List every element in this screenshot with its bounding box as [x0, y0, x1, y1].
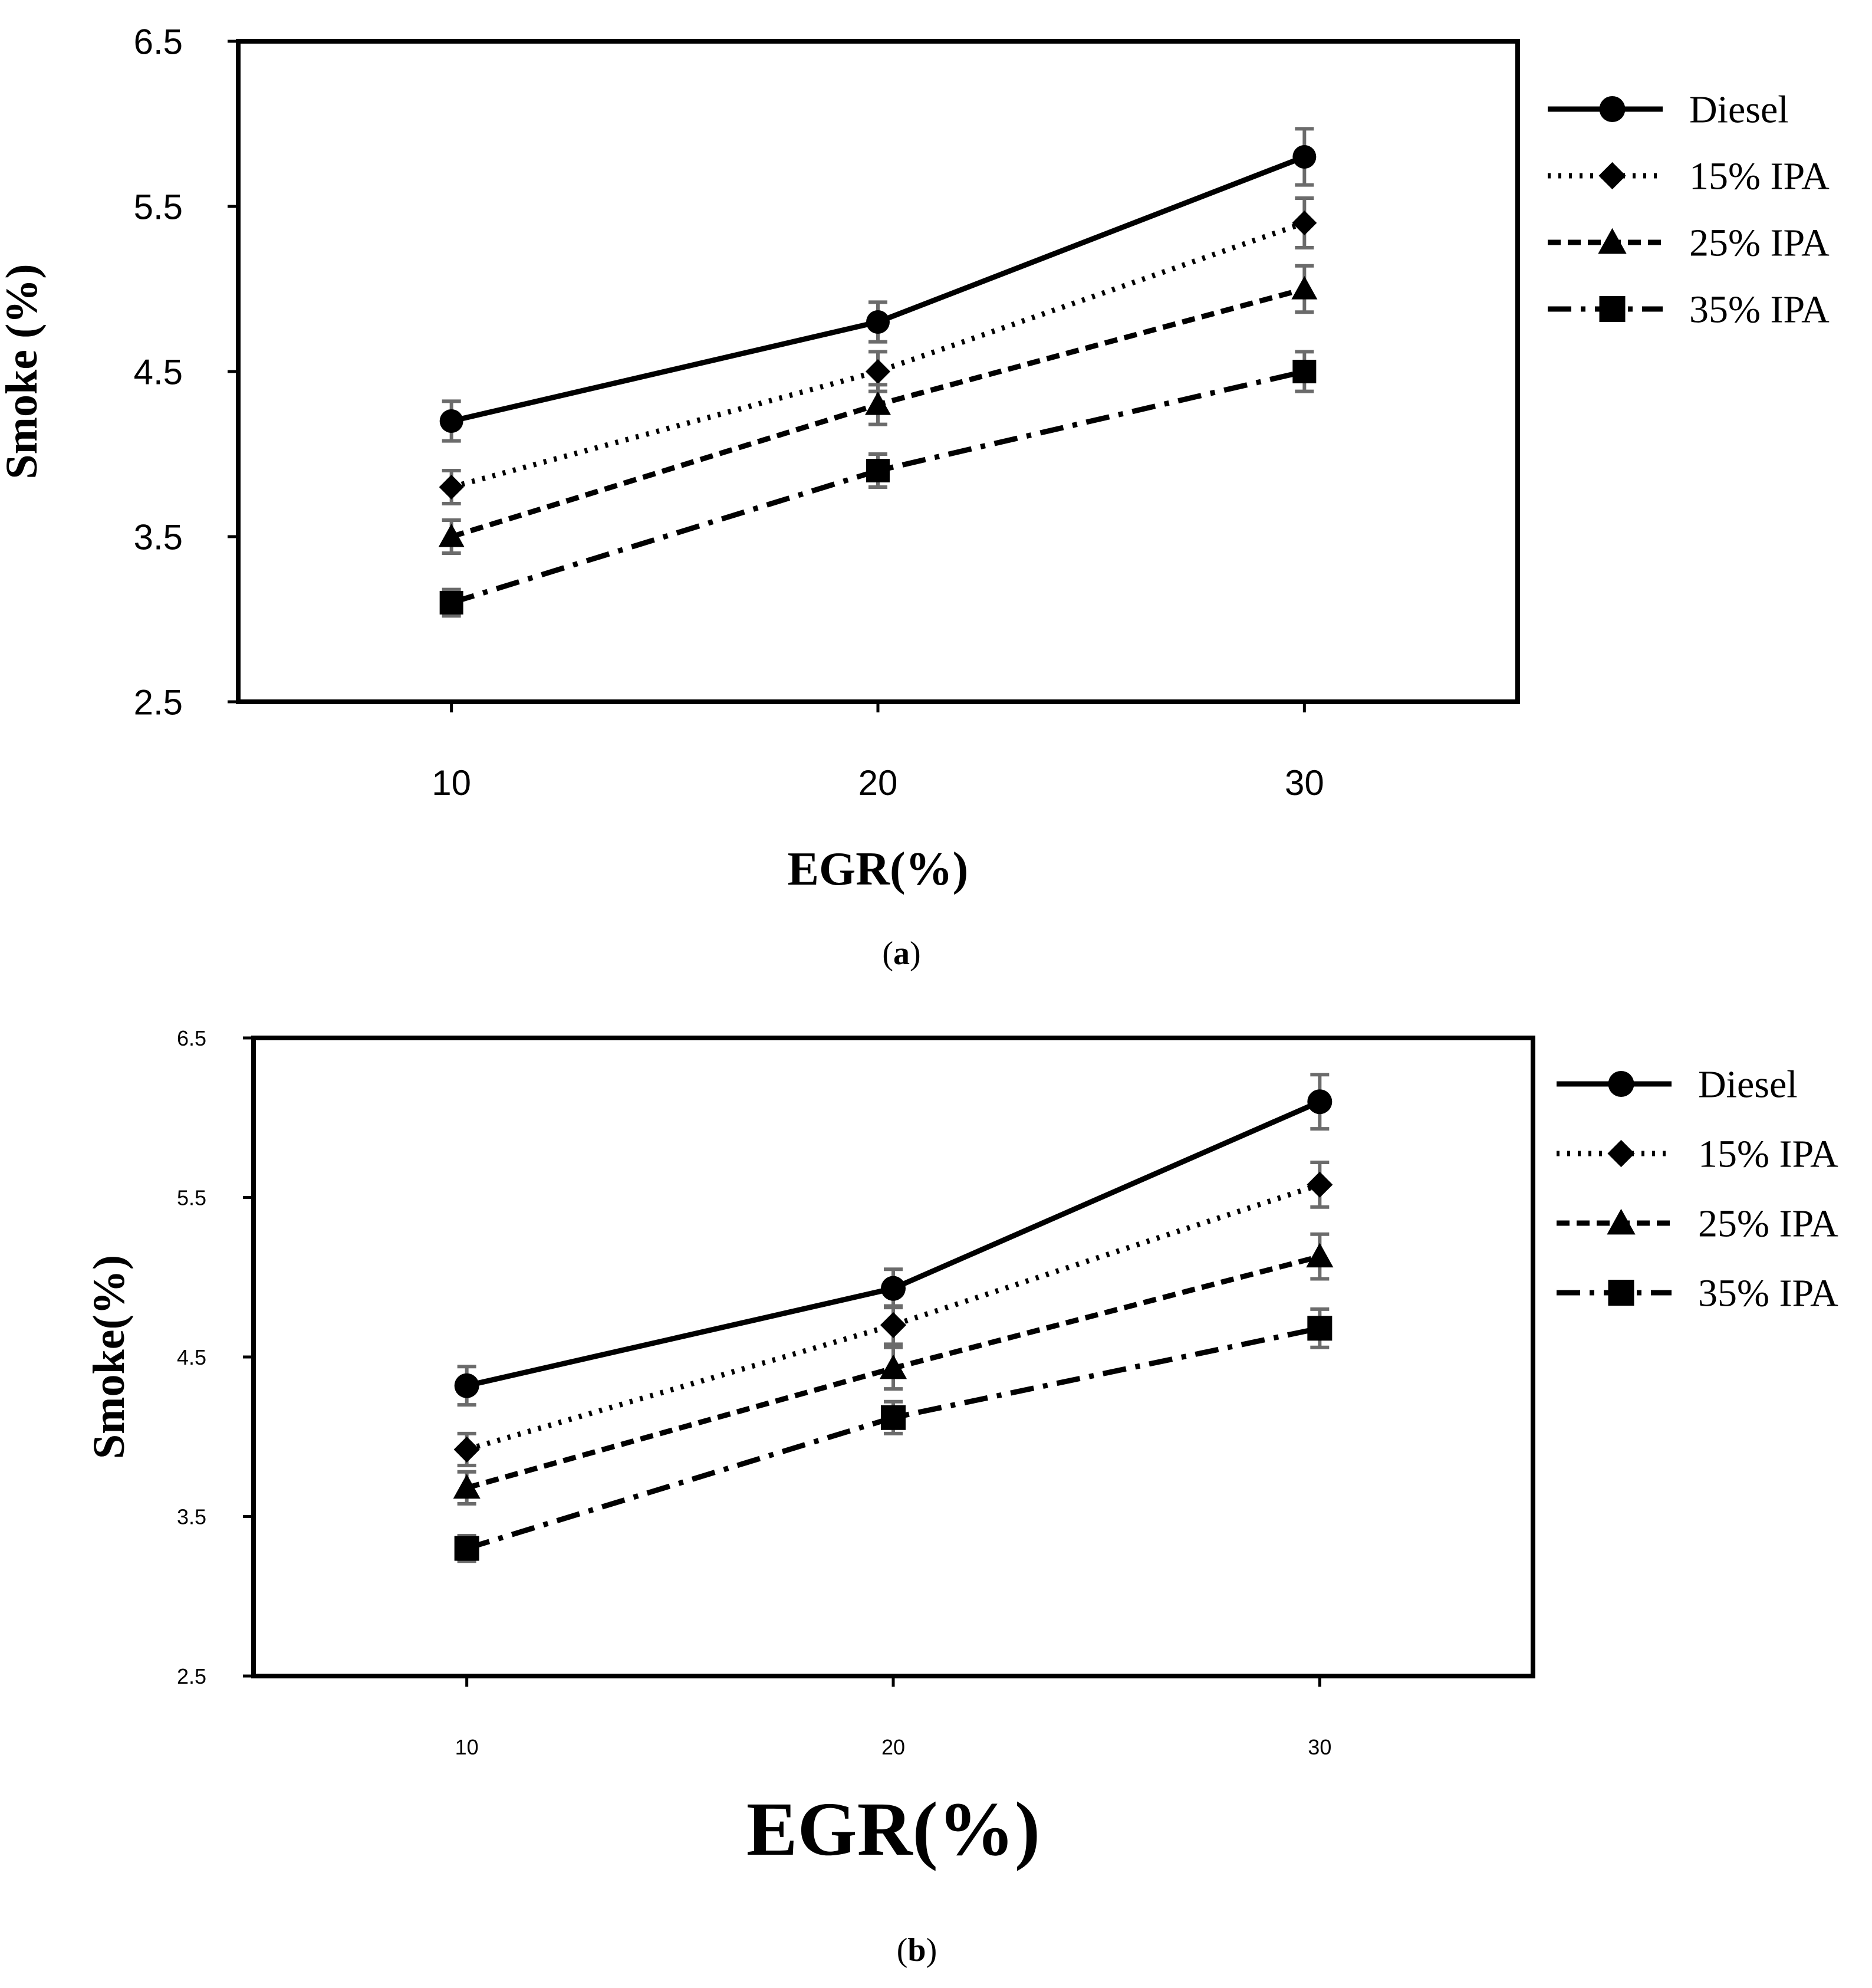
- legend-marker: [1598, 162, 1626, 190]
- data-point: [866, 359, 890, 384]
- x-tick-label: 10: [432, 763, 471, 803]
- data-point: [1307, 1171, 1333, 1198]
- series-25-ipa: [438, 264, 1318, 555]
- legend-marker: [1599, 296, 1626, 322]
- series-25-ipa: [453, 1232, 1334, 1506]
- y-tick-label: 2.5: [177, 1664, 206, 1688]
- data-point: [454, 1373, 479, 1398]
- data-point: [881, 1276, 906, 1301]
- legend-marker: [1608, 1280, 1634, 1306]
- data-point: [1291, 276, 1318, 300]
- series-diesel: [439, 127, 1317, 443]
- legend-label: Diesel: [1689, 88, 1789, 131]
- data-point: [1292, 360, 1317, 383]
- series-line: [466, 1182, 1321, 1453]
- data-point: [1307, 1089, 1333, 1115]
- y-tick-label: 6.5: [134, 22, 183, 62]
- y-tick-label: 4.5: [177, 1345, 206, 1369]
- data-point: [881, 1405, 906, 1430]
- y-axis-title: Smoke (%): [0, 264, 47, 479]
- data-point: [866, 459, 890, 482]
- legend-marker: [1598, 228, 1627, 254]
- y-tick-label: 5.5: [177, 1185, 206, 1210]
- data-point: [453, 1474, 481, 1499]
- series-line: [450, 220, 1305, 490]
- x-axis-title: EGR(%): [788, 843, 969, 895]
- series-15-ipa: [439, 196, 1317, 505]
- legend-label: 15% IPA: [1698, 1132, 1838, 1175]
- legend-marker: [1599, 96, 1626, 122]
- panel-caption: (a): [882, 935, 920, 972]
- data-point: [879, 1354, 907, 1379]
- legend-label: 35% IPA: [1698, 1271, 1838, 1315]
- chart-panel-a: 2.5 3.5 4.5 5.5 6.5 10 20 30 EGR(%) Smoke (%) Dies…: [0, 22, 1830, 972]
- y-tick-label: 5.5: [134, 188, 183, 227]
- series-diesel: [454, 1073, 1333, 1407]
- chart-panel-b: 2.5 3.5 4.5 5.5 6.5 10 20 30 EGR(%) Smoke(%) Diese…: [84, 1026, 1838, 1969]
- legend-label: 35% IPA: [1689, 288, 1830, 331]
- legend-marker: [1607, 1139, 1635, 1168]
- y-tick-label: 4.5: [134, 353, 183, 392]
- legend-marker: [1607, 1208, 1636, 1235]
- data-point: [1306, 1243, 1334, 1268]
- data-point: [880, 1312, 907, 1338]
- legend-label: 25% IPA: [1698, 1202, 1838, 1245]
- legend-marker: [1608, 1071, 1634, 1097]
- data-point: [865, 392, 891, 415]
- x-axis-title: EGR(%): [746, 1787, 1040, 1872]
- legend-label: Diesel: [1698, 1063, 1798, 1106]
- legend-label: 15% IPA: [1689, 155, 1830, 198]
- data-point: [866, 310, 890, 334]
- data-point: [453, 1436, 480, 1463]
- y-tick-label: 3.5: [134, 518, 183, 557]
- legend-label: 25% IPA: [1689, 221, 1830, 264]
- y-axis-title: Smoke(%): [84, 1255, 134, 1459]
- y-tick-label: 6.5: [177, 1026, 206, 1050]
- data-point: [1292, 211, 1317, 235]
- data-point: [439, 475, 464, 500]
- panel-caption: (b): [897, 1932, 937, 1969]
- x-tick-label: 30: [1285, 763, 1324, 803]
- data-point: [1307, 1316, 1333, 1341]
- series-35-ipa: [439, 350, 1317, 618]
- data-point: [454, 1536, 479, 1561]
- data-point: [439, 591, 463, 615]
- series-35-ipa: [454, 1307, 1333, 1563]
- x-tick-label: 10: [455, 1735, 479, 1759]
- x-tick-label: 20: [881, 1735, 905, 1759]
- y-tick-label: 2.5: [134, 683, 183, 722]
- x-tick-label: 30: [1308, 1735, 1331, 1759]
- data-point: [1292, 145, 1317, 169]
- x-tick-label: 20: [858, 763, 898, 803]
- data-point: [438, 524, 465, 547]
- series-15-ipa: [453, 1160, 1333, 1467]
- data-point: [439, 409, 463, 433]
- y-tick-label: 3.5: [177, 1504, 206, 1529]
